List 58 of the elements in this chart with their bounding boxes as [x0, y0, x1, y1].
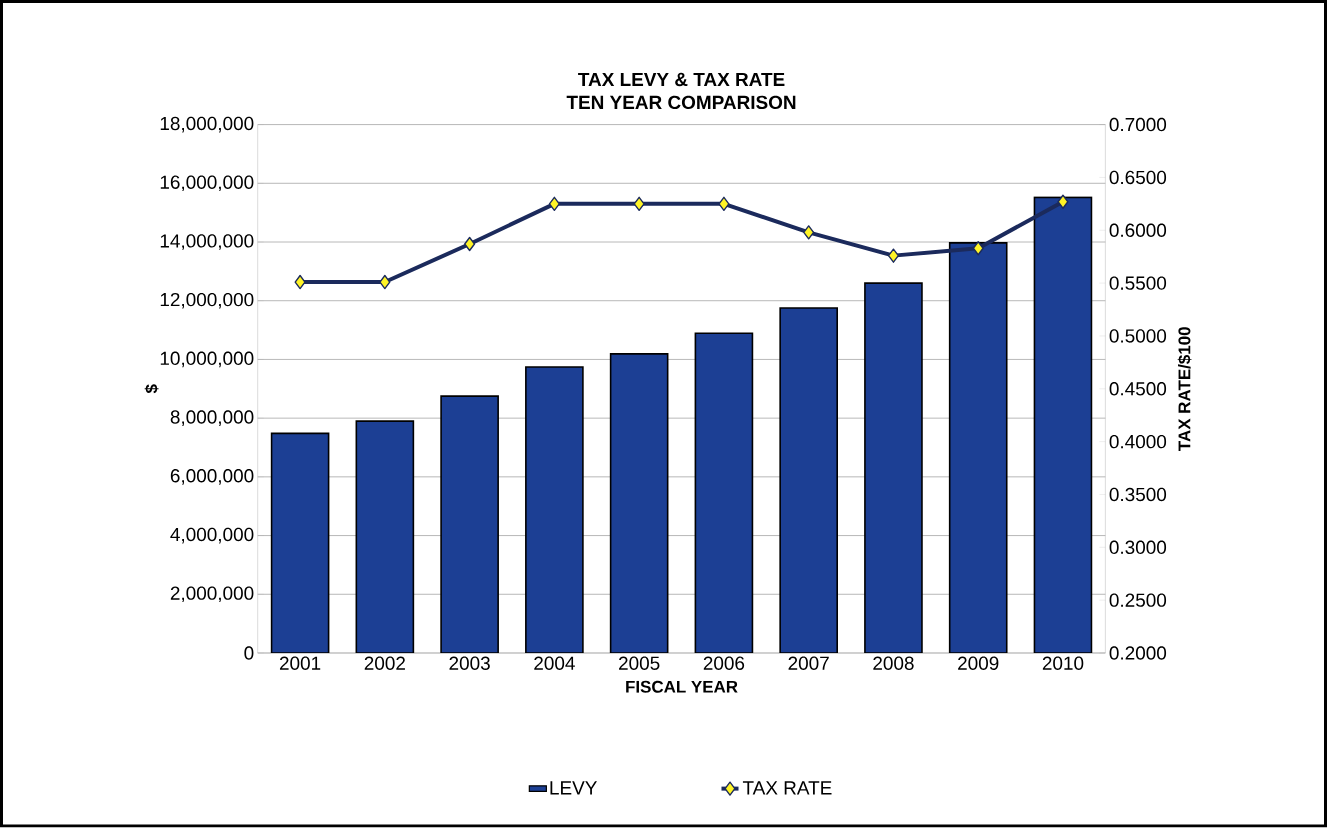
y2-tick-label: 0.6000 [1109, 223, 1167, 238]
point [633, 196, 645, 212]
y-axis-title: $ [144, 384, 159, 394]
y-tick-label: 14,000,000 [160, 234, 254, 251]
x-axis-title: FISCAL YEAR [626, 680, 738, 693]
y2-tick-label: 0.2000 [1109, 646, 1167, 660]
y2-tick-label: 0.2500 [1109, 593, 1167, 608]
y-tick-label: 8,000,000 [170, 410, 254, 427]
bar [779, 307, 838, 654]
y2-tick-label: 0.3500 [1109, 487, 1167, 502]
bar [609, 353, 669, 654]
point [972, 241, 984, 256]
x-tick-label: 2002 [364, 656, 405, 671]
y2-tick-label: 0.7000 [1109, 118, 1167, 132]
y-tick-label: 12,000,000 [160, 293, 254, 309]
bar [355, 420, 415, 654]
point [718, 196, 730, 212]
bar [1033, 196, 1093, 654]
point [464, 236, 476, 252]
x-tick-label: 2010 [1042, 656, 1084, 671]
y2-tick-label: 0.4500 [1109, 382, 1167, 396]
x-tick-label: 2004 [534, 656, 575, 671]
point [1057, 194, 1069, 210]
x-tick-label: 2006 [703, 656, 745, 671]
y-tick-label: 10,000,000 [160, 351, 254, 368]
point [548, 196, 560, 212]
y2-tick-label: 0.6500 [1109, 170, 1167, 185]
x-tick-label: 2001 [279, 656, 321, 671]
point [294, 275, 306, 290]
point [887, 248, 900, 264]
bar [864, 282, 923, 654]
y2-tick-label: 0.4000 [1109, 435, 1167, 449]
x-tick-label: 2005 [619, 656, 660, 671]
x-tick-label: 2009 [958, 656, 999, 671]
y-tick-label: 0 [244, 646, 254, 660]
point [379, 275, 391, 290]
y-tick-label: 4,000,000 [170, 527, 254, 544]
y-tick-label: 18,000,000 [160, 116, 254, 133]
x-tick-label: 2007 [788, 656, 829, 671]
y2-axis-title: TAX RATE/$100 [1177, 327, 1192, 452]
y-tick-label: 2,000,000 [170, 586, 254, 603]
y-tick-label: 16,000,000 [160, 175, 254, 192]
bar [440, 395, 499, 654]
y2-tick-label: 0.5500 [1109, 276, 1167, 290]
y2-tick-label: 0.3000 [1109, 540, 1167, 555]
legend-label: LEVY [550, 781, 597, 795]
bar [525, 366, 584, 654]
bar [694, 332, 754, 654]
y2-tick-label: 0.5000 [1109, 329, 1167, 343]
x-tick-label: 2008 [873, 656, 914, 671]
chart-title: TAX LEVY & TAX RATE [578, 73, 785, 87]
legend-label: TAX RATE [742, 781, 832, 795]
point [803, 225, 815, 240]
chart-subtitle: TEN YEAR COMPARISON [566, 95, 796, 110]
y-tick-label: 6,000,000 [170, 469, 254, 485]
bar [270, 432, 330, 654]
x-tick-label: 2003 [449, 656, 490, 671]
bar [948, 242, 1008, 654]
